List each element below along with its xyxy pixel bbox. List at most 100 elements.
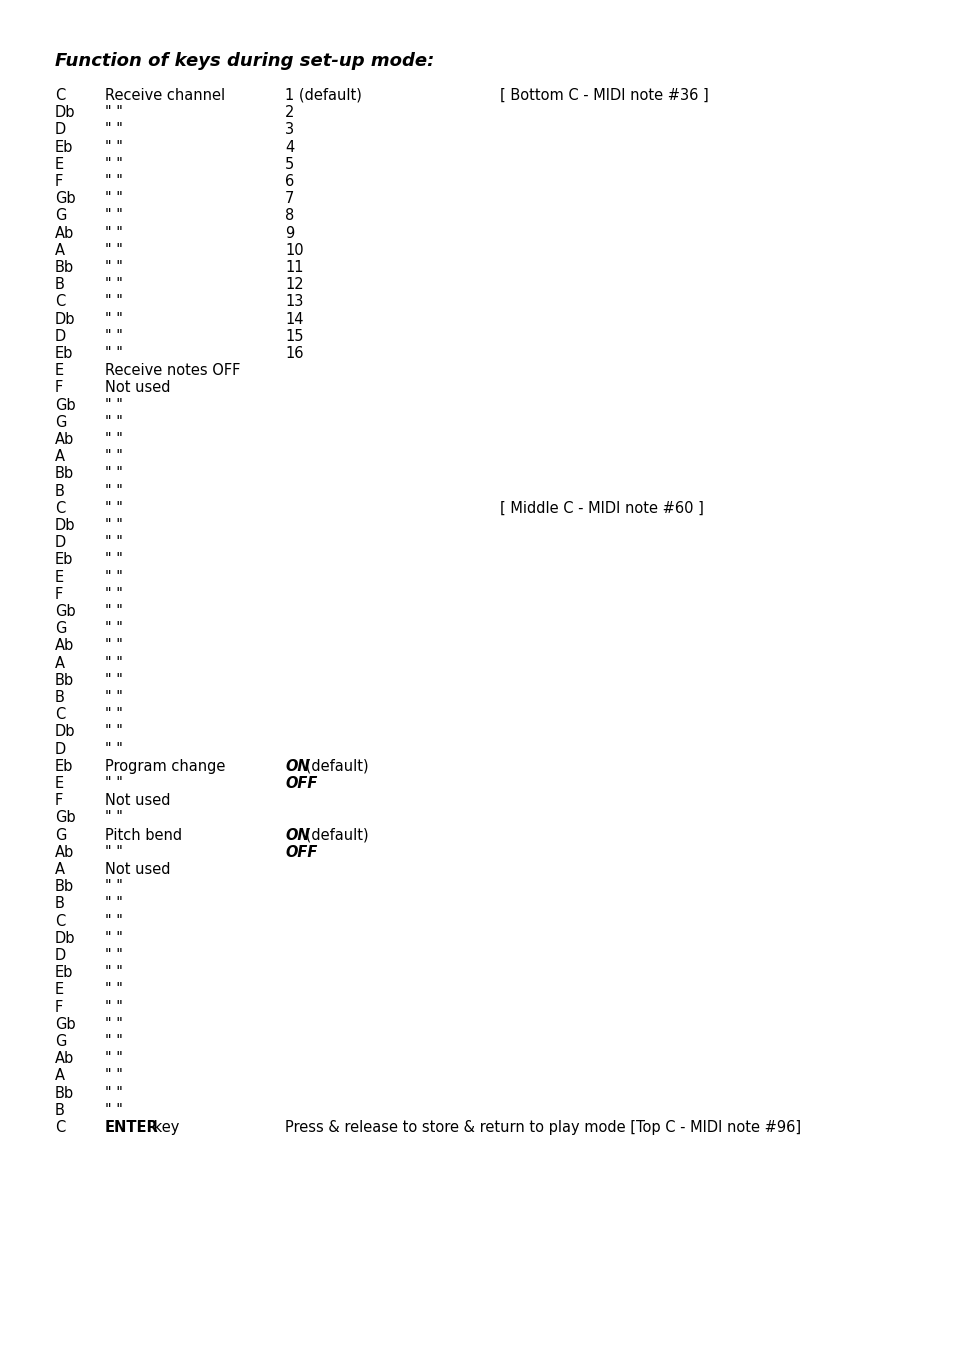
Text: " ": " "	[105, 517, 123, 534]
Text: " ": " "	[105, 931, 123, 946]
Text: A: A	[55, 1069, 65, 1084]
Text: Bb: Bb	[55, 1086, 74, 1101]
Text: Ab: Ab	[55, 844, 74, 859]
Text: D: D	[55, 123, 66, 138]
Text: " ": " "	[105, 139, 123, 154]
Text: 15: 15	[285, 328, 303, 343]
Text: " ": " "	[105, 844, 123, 859]
Text: " ": " "	[105, 897, 123, 912]
Text: " ": " "	[105, 1034, 123, 1048]
Text: " ": " "	[105, 174, 123, 189]
Text: 16: 16	[285, 346, 303, 361]
Text: (default): (default)	[301, 759, 369, 774]
Text: " ": " "	[105, 397, 123, 412]
Text: G: G	[55, 828, 67, 843]
Text: Pitch bend: Pitch bend	[105, 828, 182, 843]
Text: " ": " "	[105, 243, 123, 258]
Text: Ab: Ab	[55, 432, 74, 447]
Text: 9: 9	[285, 226, 294, 240]
Text: OFF: OFF	[285, 844, 317, 859]
Text: " ": " "	[105, 105, 123, 120]
Text: B: B	[55, 277, 65, 292]
Text: Eb: Eb	[55, 346, 73, 361]
Text: " ": " "	[105, 707, 123, 723]
Text: key: key	[149, 1120, 179, 1135]
Text: ON: ON	[285, 828, 310, 843]
Text: G: G	[55, 621, 67, 636]
Text: Bb: Bb	[55, 880, 74, 894]
Text: " ": " "	[105, 604, 123, 619]
Text: Receive notes OFF: Receive notes OFF	[105, 363, 240, 378]
Text: " ": " "	[105, 1086, 123, 1101]
Text: 12: 12	[285, 277, 303, 292]
Text: 1 (default): 1 (default)	[285, 88, 361, 103]
Text: C: C	[55, 1120, 65, 1135]
Text: Gb: Gb	[55, 192, 75, 207]
Text: " ": " "	[105, 449, 123, 465]
Text: D: D	[55, 742, 66, 757]
Text: Ab: Ab	[55, 639, 74, 654]
Text: " ": " "	[105, 880, 123, 894]
Text: " ": " "	[105, 535, 123, 550]
Text: E: E	[55, 363, 64, 378]
Text: C: C	[55, 88, 65, 103]
Text: " ": " "	[105, 328, 123, 343]
Text: Eb: Eb	[55, 553, 73, 567]
Text: Db: Db	[55, 517, 75, 534]
Text: " ": " "	[105, 1000, 123, 1015]
Text: E: E	[55, 775, 64, 790]
Text: " ": " "	[105, 123, 123, 138]
Text: Function of keys during set-up mode:: Function of keys during set-up mode:	[55, 51, 434, 70]
Text: 10: 10	[285, 243, 303, 258]
Text: " ": " "	[105, 724, 123, 739]
Text: E: E	[55, 982, 64, 997]
Text: Not used: Not used	[105, 793, 171, 808]
Text: " ": " "	[105, 965, 123, 981]
Text: [ Bottom C - MIDI note #36 ]: [ Bottom C - MIDI note #36 ]	[499, 88, 708, 103]
Text: F: F	[55, 793, 63, 808]
Text: " ": " "	[105, 913, 123, 928]
Text: Ab: Ab	[55, 226, 74, 240]
Text: E: E	[55, 157, 64, 172]
Text: " ": " "	[105, 157, 123, 172]
Text: Eb: Eb	[55, 965, 73, 981]
Text: " ": " "	[105, 466, 123, 481]
Text: " ": " "	[105, 621, 123, 636]
Text: Db: Db	[55, 724, 75, 739]
Text: (default): (default)	[301, 828, 369, 843]
Text: " ": " "	[105, 639, 123, 654]
Text: " ": " "	[105, 948, 123, 963]
Text: " ": " "	[105, 570, 123, 585]
Text: Not used: Not used	[105, 381, 171, 396]
Text: " ": " "	[105, 208, 123, 223]
Text: C: C	[55, 913, 65, 928]
Text: A: A	[55, 243, 65, 258]
Text: " ": " "	[105, 415, 123, 430]
Text: " ": " "	[105, 673, 123, 688]
Text: C: C	[55, 501, 65, 516]
Text: 14: 14	[285, 312, 303, 327]
Text: Gb: Gb	[55, 811, 75, 825]
Text: " ": " "	[105, 586, 123, 601]
Text: C: C	[55, 295, 65, 309]
Text: " ": " "	[105, 553, 123, 567]
Text: Eb: Eb	[55, 139, 73, 154]
Text: " ": " "	[105, 1069, 123, 1084]
Text: " ": " "	[105, 259, 123, 276]
Text: " ": " "	[105, 775, 123, 790]
Text: Ab: Ab	[55, 1051, 74, 1066]
Text: 13: 13	[285, 295, 303, 309]
Text: " ": " "	[105, 1102, 123, 1117]
Text: Db: Db	[55, 312, 75, 327]
Text: 8: 8	[285, 208, 294, 223]
Text: F: F	[55, 1000, 63, 1015]
Text: " ": " "	[105, 346, 123, 361]
Text: B: B	[55, 1102, 65, 1117]
Text: " ": " "	[105, 226, 123, 240]
Text: B: B	[55, 897, 65, 912]
Text: Not used: Not used	[105, 862, 171, 877]
Text: " ": " "	[105, 484, 123, 499]
Text: " ": " "	[105, 277, 123, 292]
Text: Bb: Bb	[55, 673, 74, 688]
Text: 2: 2	[285, 105, 294, 120]
